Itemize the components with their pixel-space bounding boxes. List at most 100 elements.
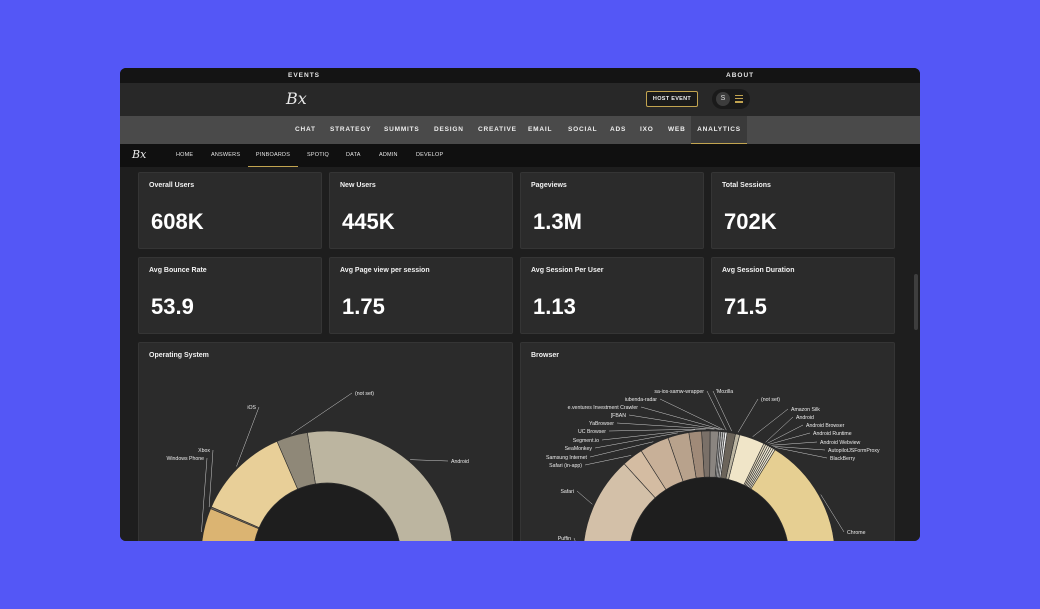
chart-card-browser: Browser Chrome BlackBerry AutopilotJSFormP… xyxy=(520,342,895,541)
leader-line-sa-ios-samw-wrapper xyxy=(706,390,727,431)
leader-line-android-runtime xyxy=(769,432,811,445)
leader-line-iubenda-radar xyxy=(659,398,725,431)
sub-nav: Bx HOME ANSWERS PINBOARDS SPOTIQ DATA AD… xyxy=(120,144,920,167)
leader-line-android xyxy=(765,416,794,443)
nav-ixo[interactable]: IXO xyxy=(640,126,654,133)
leader-line-ios xyxy=(236,406,260,467)
kpi-label: Pageviews xyxy=(531,182,567,189)
kpi-value: 71.5 xyxy=(724,294,767,319)
leader-line-android xyxy=(410,459,449,462)
user-menu[interactable]: S xyxy=(712,89,750,109)
host-event-button[interactable]: HOST EVENT xyxy=(646,91,698,107)
os-donut-chart[interactable]: Android (not set) iOS Xbox Windows Phone xyxy=(139,343,513,541)
kpi-card-new-users[interactable]: New Users 445K xyxy=(329,172,513,249)
subnav-spotiq[interactable]: SPOTIQ xyxy=(307,152,329,158)
kpi-label: Avg Session Duration xyxy=(722,267,795,274)
slice-android[interactable] xyxy=(306,430,453,541)
nav-summits[interactable]: SUMMITS xyxy=(384,126,420,133)
leader-line-not-set xyxy=(291,392,353,435)
slice-label-mozilla: 'Mozilla xyxy=(716,389,733,395)
nav-email[interactable]: EMAIL xyxy=(528,126,553,133)
subnav-admin[interactable]: ADMIN xyxy=(379,152,398,158)
kpi-card-pageviews[interactable]: Pageviews 1.3M xyxy=(520,172,704,249)
subnav-pinboards[interactable]: PINBOARDS xyxy=(248,144,298,167)
subnav-home[interactable]: HOME xyxy=(176,152,194,158)
kpi-card-avg-bounce-rate[interactable]: Avg Bounce Rate 53.9 xyxy=(138,257,322,334)
slice-label-sa-ios-samw-wrapper: sa-ios-samw-wrapper xyxy=(654,389,704,395)
slice-label-amazon-silk: Amazon Silk xyxy=(791,407,820,413)
brand-logo[interactable]: Bx xyxy=(286,89,307,108)
slice-label-android-browser: Android Browser xyxy=(806,423,845,429)
nav-analytics[interactable]: ANALYTICS xyxy=(691,116,747,144)
slice-label-not-set: (not set) xyxy=(761,397,780,403)
slice-label-windows-phone: Windows Phone xyxy=(167,456,205,462)
avatar[interactable]: S xyxy=(716,92,730,106)
nav-web[interactable]: WEB xyxy=(668,126,686,133)
kpi-value: 608K xyxy=(151,209,204,234)
leader-line-segment-io xyxy=(601,429,695,441)
chart-title: Operating System xyxy=(149,352,209,359)
slice-label-not-set: (not set) xyxy=(355,391,374,397)
leader-line-e-ventures-investment-crawler xyxy=(640,406,723,430)
slice-label-android: Android xyxy=(451,459,469,465)
slice-label-ios: iOS xyxy=(247,405,256,411)
slice-safari[interactable] xyxy=(583,463,656,541)
kpi-value: 1.3M xyxy=(533,209,582,234)
nav-chat[interactable]: CHAT xyxy=(295,126,316,133)
leader-line-mozilla xyxy=(712,390,732,432)
subnav-answers[interactable]: ANSWERS xyxy=(211,152,241,158)
chart-title: Browser xyxy=(531,352,560,359)
nav-strategy[interactable]: STRATEGY xyxy=(330,126,372,133)
leader-line-android-webview xyxy=(771,441,818,446)
leader-line-safari-in-app xyxy=(584,455,632,466)
kpi-value: 53.9 xyxy=(151,294,194,319)
nav-social[interactable]: SOCIAL xyxy=(568,126,598,133)
leader-line-yabrowser xyxy=(616,422,715,430)
leader-line-safari xyxy=(576,490,593,505)
kpi-value: 1.75 xyxy=(342,294,385,319)
donut-hole xyxy=(631,477,787,541)
kpi-card-avg-session-duration[interactable]: Avg Session Duration 71.5 xyxy=(711,257,895,334)
leader-line-puffin xyxy=(573,537,576,541)
kpi-label: Total Sessions xyxy=(722,182,771,189)
subnav-develop[interactable]: DEVELOP xyxy=(416,152,444,158)
nav-design[interactable]: DESIGN xyxy=(434,126,464,133)
kpi-card-overall-users[interactable]: Overall Users 608K xyxy=(138,172,322,249)
kpi-label: Overall Users xyxy=(149,182,195,189)
browser-donut-chart[interactable]: Chrome BlackBerry AutopilotJSFormProxy Andr… xyxy=(521,343,895,541)
kpi-card-total-sessions[interactable]: Total Sessions 702K xyxy=(711,172,895,249)
slice-label-safari: Safari xyxy=(560,489,574,495)
kpi-value: 445K xyxy=(342,209,395,234)
kpi-card-avg-session-per-user[interactable]: Avg Session Per User 1.13 xyxy=(520,257,704,334)
about-link[interactable]: ABOUT xyxy=(726,72,755,79)
leader-line-uc-browser xyxy=(608,428,706,432)
slice-windows-phone[interactable] xyxy=(201,508,260,541)
subnav-data[interactable]: DATA xyxy=(346,152,361,158)
slice-label-samsung-internet: Samsung Internet xyxy=(546,455,588,461)
kpi-value: 1.13 xyxy=(533,294,576,319)
hamburger-menu-icon[interactable] xyxy=(735,95,743,103)
pinboard-content: Overall Users 608K New Users 445K Pagevi… xyxy=(120,167,920,541)
kpi-label: Avg Session Per User xyxy=(531,267,604,274)
nav-ads[interactable]: ADS xyxy=(610,126,627,133)
slice-label-fban: [FBAN xyxy=(611,413,627,419)
slice-label-chrome: Chrome xyxy=(847,530,866,536)
nav-creative[interactable]: CREATIVE xyxy=(478,126,517,133)
slice-label-autopilotjsformproxy: AutopilotJSFormProxy xyxy=(828,448,880,454)
leader-line-windows-phone xyxy=(201,457,208,533)
leader-line-chrome xyxy=(820,494,845,533)
slice-label-android-webview: Android Webview xyxy=(820,440,861,446)
leader-line-samsung-internet xyxy=(589,441,654,458)
kpi-label: New Users xyxy=(340,182,376,189)
kpi-card-avg-pageview-per-session[interactable]: Avg Page view per session 1.75 xyxy=(329,257,513,334)
chart-card-operating-system: Operating System Android (not set) iOS Xbox… xyxy=(138,342,513,541)
events-link[interactable]: EVENTS xyxy=(288,72,321,79)
donut-hole xyxy=(255,483,399,541)
slice-label-safari-in-app: Safari (in-app) xyxy=(549,463,582,469)
slice-label-iubenda-radar: iubenda-radar xyxy=(625,397,658,403)
leader-line-amazon-silk xyxy=(752,408,789,437)
leader-line-blackberry xyxy=(775,447,828,459)
vertical-scrollbar[interactable] xyxy=(914,274,918,330)
kpi-value: 702K xyxy=(724,209,777,234)
sub-nav-logo[interactable]: Bx xyxy=(132,148,147,161)
